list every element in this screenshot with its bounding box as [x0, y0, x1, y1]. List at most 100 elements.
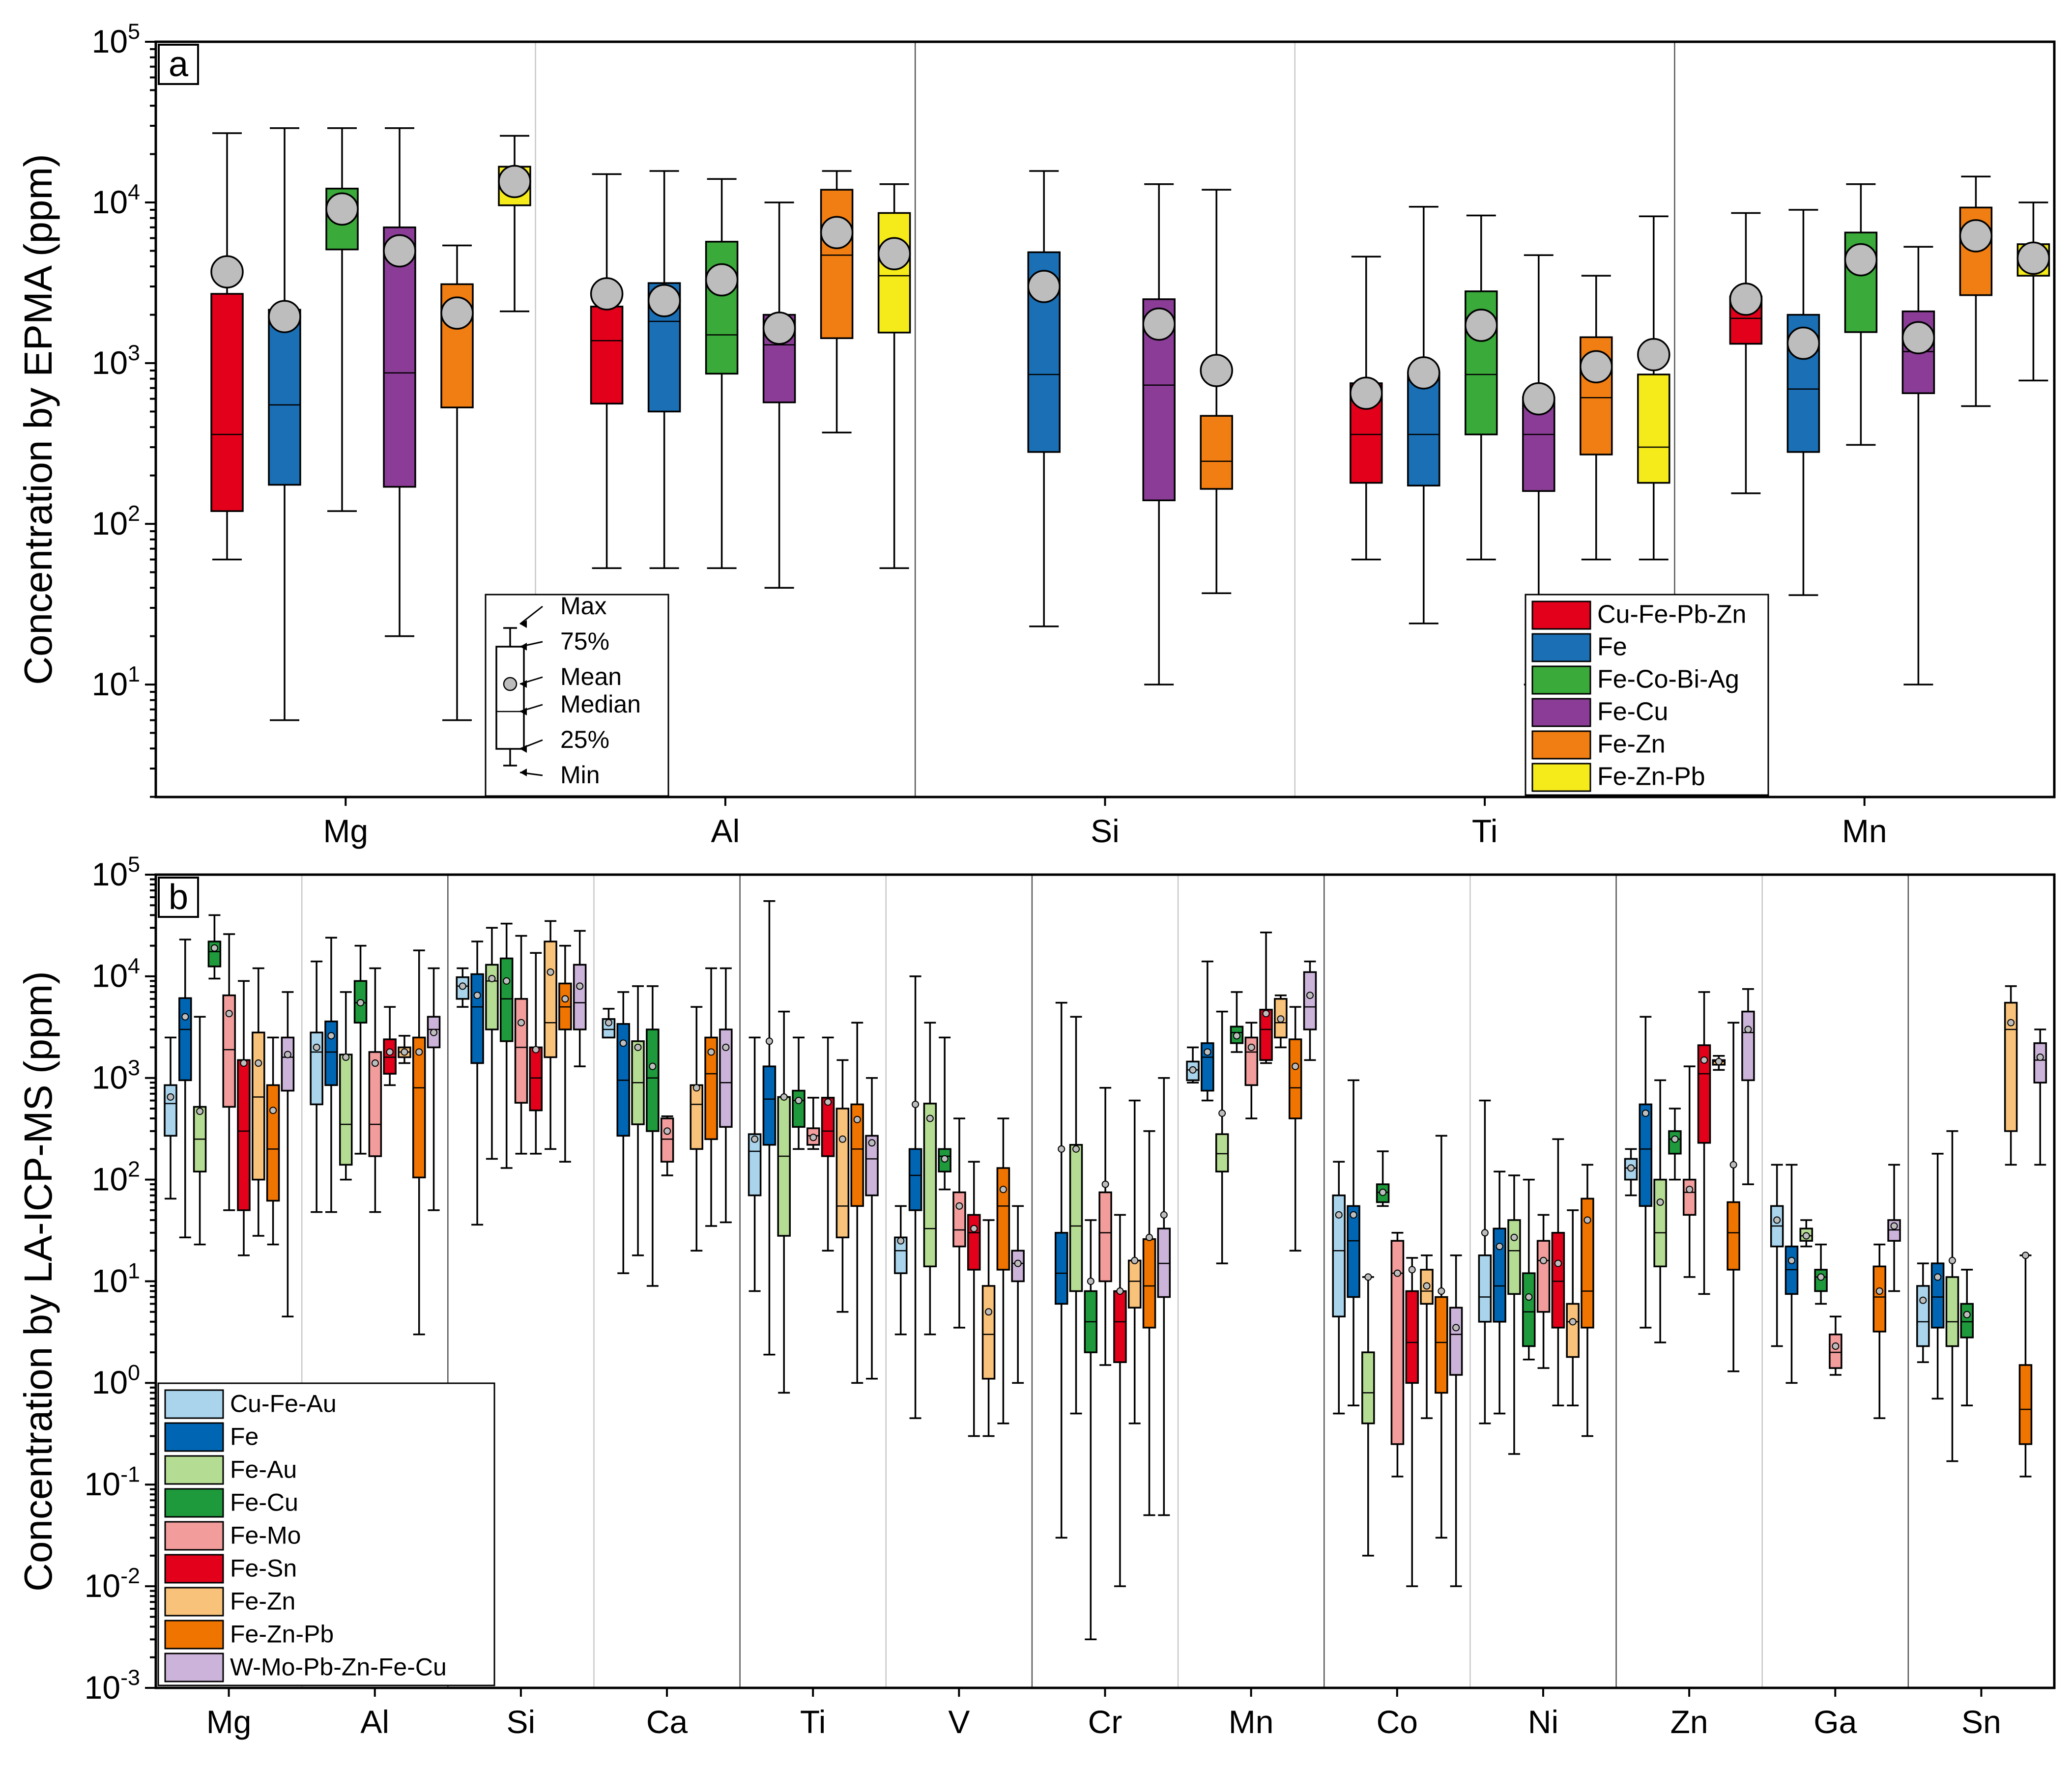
box-iqr — [1142, 1238, 1156, 1329]
y-tick-base: 10 — [92, 856, 128, 892]
mean-marker — [1875, 1287, 1883, 1295]
y-tick-label: 10-2 — [85, 1563, 140, 1604]
box-iqr — [1522, 1272, 1536, 1347]
box-iqr — [1420, 1269, 1434, 1305]
box-co-fe-au — [1361, 1273, 1375, 1557]
box-ca-fe-zn — [690, 1006, 704, 1252]
mean-marker — [765, 1037, 773, 1045]
legend-item: Fe-Co-Bi-Ag — [1531, 665, 1739, 695]
box-co-fe — [1347, 1079, 1360, 1407]
box-iqr — [967, 1214, 981, 1271]
legend-swatch — [1531, 665, 1591, 695]
mean-marker — [1948, 1256, 1956, 1264]
x-tick-label: Si — [507, 1704, 536, 1740]
mean-marker — [1627, 1164, 1635, 1172]
y-tick-exponent: -3 — [120, 1665, 140, 1690]
box-mg-fe-co-bi-ag — [325, 127, 359, 512]
y-tick-exponent: -1 — [120, 1461, 140, 1486]
mean-marker — [1350, 1211, 1357, 1219]
box-iqr — [1288, 1038, 1302, 1119]
group-al — [310, 937, 441, 1336]
box-cr-fe — [1054, 1001, 1068, 1539]
legend-item: Fe-Zn — [164, 1587, 295, 1617]
legend-label: Fe-Zn — [1597, 730, 1666, 759]
box-mn-fe — [1201, 960, 1214, 1102]
x-tick-label: Mn — [1229, 1704, 1274, 1740]
legend-item: Fe-Zn-Pb — [164, 1620, 334, 1650]
y-tick-exponent: 4 — [128, 179, 140, 204]
box-iqr — [1113, 1290, 1127, 1363]
mean-marker — [268, 300, 301, 333]
box-mn-fe-co-bi-ag — [1844, 183, 1878, 446]
box-ti-fe-cu — [792, 1036, 806, 1150]
mean-marker — [985, 1308, 993, 1316]
box-ti-cu-fe-pb-zn — [1350, 256, 1383, 561]
box-co-w-mo-pb-zn-fe-cu — [1449, 1254, 1463, 1587]
mean-marker — [1142, 307, 1176, 341]
box-iqr — [1054, 1232, 1068, 1305]
mean-marker — [1146, 1233, 1153, 1241]
mean-marker — [430, 1028, 438, 1036]
mean-marker — [459, 982, 466, 990]
box-iqr — [573, 964, 587, 1030]
mean-marker — [1569, 1318, 1577, 1326]
legend-swatch — [164, 1488, 224, 1518]
box-iqr — [938, 1148, 951, 1172]
box-mn-cu-fe-au — [1186, 1046, 1200, 1083]
y-tick-label: 105 — [92, 19, 140, 59]
box-ga-fe-au — [1799, 1219, 1813, 1248]
y-tick-label: 100 — [92, 1360, 140, 1400]
y-tick-base: 10 — [92, 1364, 128, 1400]
box-iqr — [835, 1108, 850, 1239]
box-mn-fe-cu — [1230, 991, 1244, 1053]
box-iqr — [1566, 1303, 1580, 1358]
mean-marker — [999, 1186, 1007, 1194]
mean-marker — [809, 1134, 817, 1141]
box-mg-fe-sn — [237, 980, 251, 1256]
group-ti — [1350, 206, 1670, 685]
x-tick-label: Ca — [646, 1704, 688, 1740]
legend: Cu-Fe-Au Fe Fe-Au Fe-Cu Fe-Mo Fe-Sn Fe-Zn Fe-Zn… — [157, 1382, 495, 1686]
mean-marker — [561, 995, 569, 1003]
box-iqr — [1829, 1333, 1842, 1369]
legend: Cu-Fe-Pb-Zn Fe Fe-Co-Bi-Ag Fe-Cu Fe-Zn Fe-Zn-… — [1525, 594, 1769, 796]
mean-marker — [1540, 1256, 1548, 1264]
box-iqr — [210, 293, 244, 512]
box-v-fe-zn — [981, 1219, 996, 1437]
y-tick-base: 10 — [92, 1059, 128, 1096]
mean-marker — [196, 1108, 204, 1115]
mean-marker — [820, 216, 854, 249]
x-tick-label: Ti — [800, 1704, 826, 1740]
box-iqr — [310, 1031, 323, 1106]
box-co-fe-zn-pb — [1435, 1135, 1448, 1539]
box-ti-fe-cu — [1522, 254, 1555, 685]
plot-frame — [154, 40, 2056, 798]
mean-marker — [1671, 1135, 1679, 1143]
mean-marker — [518, 1019, 525, 1026]
box-iqr — [1215, 1133, 1229, 1172]
mean-marker — [415, 1048, 423, 1056]
box-mg-fe-cu — [207, 914, 222, 980]
group-co — [1332, 1079, 1463, 1587]
mean-marker — [2021, 1252, 2029, 1259]
x-tick-label: Ga — [1813, 1704, 1857, 1740]
mean-marker — [853, 1115, 861, 1123]
mean-marker — [1131, 1256, 1139, 1264]
legend-swatch — [1531, 730, 1591, 760]
x-tick-label: Al — [360, 1704, 389, 1740]
mean-marker — [576, 982, 584, 990]
mean-marker — [1901, 321, 1935, 355]
mean-marker — [269, 1107, 277, 1114]
box-iqr — [792, 1089, 806, 1128]
box-zn-w-mo-pb-zn-fe-cu — [1741, 988, 1755, 1185]
panel-letter: a — [169, 45, 189, 84]
mean-marker — [1844, 243, 1878, 277]
box-mg-fe-au — [193, 1016, 207, 1246]
box-ca-cu-fe-au — [602, 1008, 616, 1039]
box-iqr — [1637, 373, 1670, 484]
box-ti-w-mo-pb-zn-fe-cu — [865, 1077, 879, 1380]
box-si-fe-zn — [544, 920, 557, 1150]
mean-marker — [1802, 1232, 1810, 1240]
mean-marker — [1686, 1186, 1694, 1194]
mean-marker — [1364, 1273, 1372, 1281]
